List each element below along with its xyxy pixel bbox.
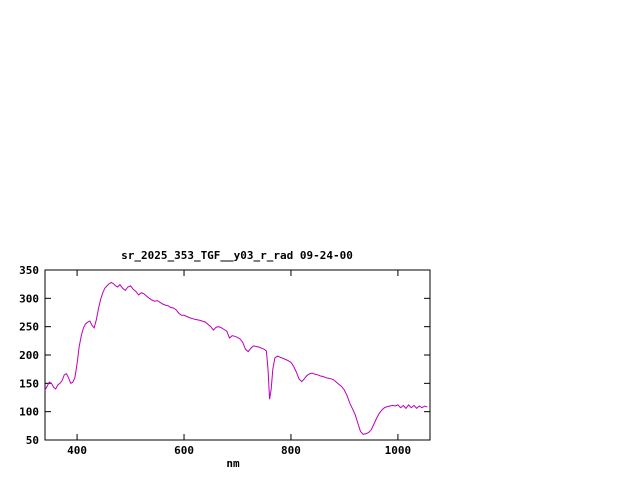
spectrum-line <box>44 281 428 435</box>
x-tick-label: 600 <box>174 444 194 457</box>
y-tick-label: 300 <box>19 292 39 305</box>
x-axis-label: nm <box>226 457 240 470</box>
x-tick-label: 400 <box>67 444 87 457</box>
y-tick-label: 250 <box>19 321 39 334</box>
y-tick-label: 100 <box>19 406 39 419</box>
y-tick-label: 200 <box>19 349 39 362</box>
x-tick-label: 800 <box>281 444 301 457</box>
y-tick-label: 150 <box>19 377 39 390</box>
chart-title: sr_2025_353_TGF__y03_r_rad 09-24-00 <box>121 249 353 262</box>
y-tick-label: 50 <box>26 434 39 447</box>
tick-labels: 400 600 800 1000 50 100 150 200 250 300 350 <box>19 264 411 457</box>
y-tick-label: 350 <box>19 264 39 277</box>
x-tick-label: 1000 <box>385 444 412 457</box>
plot-axes <box>44 269 431 441</box>
